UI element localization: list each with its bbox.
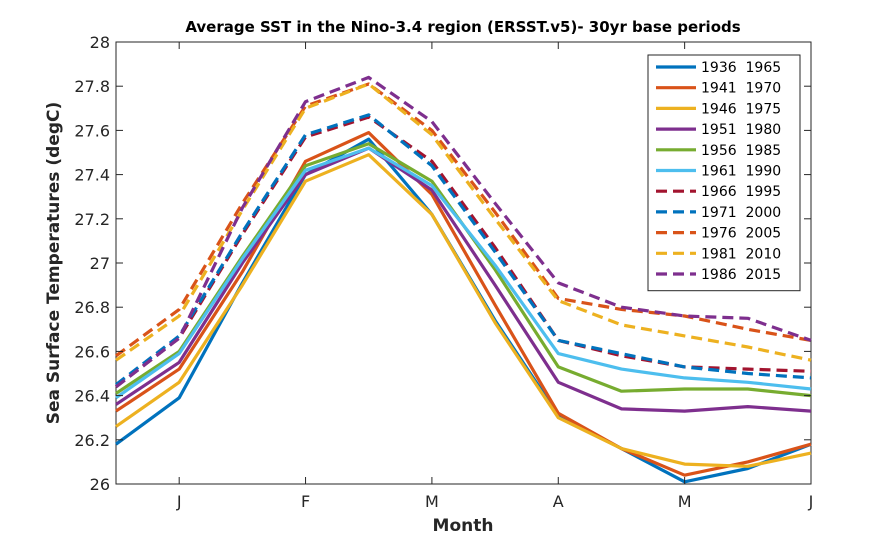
x-tick-label: F <box>301 492 310 511</box>
y-axis-title: Sea Surface Temperatures (degC) <box>44 102 64 425</box>
y-tick-label: 28 <box>90 33 110 52</box>
legend-label: 1941 1970 <box>701 81 781 97</box>
legend-label: 1961 1990 <box>701 164 781 180</box>
x-tick-label: J <box>176 492 182 511</box>
legend-label: 1981 2010 <box>701 246 781 262</box>
series-line-10 <box>115 75 812 389</box>
plot-area <box>115 41 812 485</box>
legend-label: 1976 2005 <box>701 226 781 242</box>
series-line-2 <box>115 153 812 468</box>
x-tick-label: A <box>553 492 564 511</box>
legend-label: 1986 2015 <box>701 267 781 283</box>
y-tick-label: 27.4 <box>74 166 110 185</box>
legend: 1936 1965 1941 1970 1946 1975 1951 1980 1956… <box>647 54 801 292</box>
legend-label: 1951 1980 <box>701 122 781 138</box>
y-tick-label: 26 <box>90 475 110 494</box>
y-tick-label: 27.8 <box>74 77 110 96</box>
legend-label: 1936 1965 <box>701 60 781 76</box>
x-tick-label: M <box>425 492 439 511</box>
legend-label: 1966 1995 <box>701 184 781 200</box>
series-line-1 <box>115 131 812 477</box>
y-tick-label: 26.2 <box>74 431 110 450</box>
y-tick-label: 26.6 <box>74 342 110 361</box>
y-tick-label: 27 <box>90 254 110 273</box>
y-axis: 26 26.2 26.4 26.6 26.8 27 27.2 27.4 27.6 27.8 28 <box>74 33 811 494</box>
series-line-8 <box>115 82 812 358</box>
series-line-9 <box>115 82 812 362</box>
y-tick-label: 27.2 <box>74 210 110 229</box>
legend-label: 1971 2000 <box>701 205 781 221</box>
y-tick-label: 26.4 <box>74 387 110 406</box>
series-line-3 <box>115 146 812 413</box>
x-tick-label: J <box>808 492 814 511</box>
legend-label: 1946 1975 <box>701 101 781 117</box>
series-line-7 <box>115 113 812 386</box>
y-tick-label: 27.6 <box>74 121 110 140</box>
x-axis-title: Month <box>433 516 494 536</box>
chart-title: Average SST in the Nino-3.4 region (ERSS… <box>185 18 740 36</box>
x-tick-label: M <box>678 492 692 511</box>
legend-label: 1956 1985 <box>701 143 781 159</box>
legend-box <box>647 54 801 292</box>
y-tick-label: 26.8 <box>74 298 110 317</box>
series-line-5 <box>115 146 812 400</box>
